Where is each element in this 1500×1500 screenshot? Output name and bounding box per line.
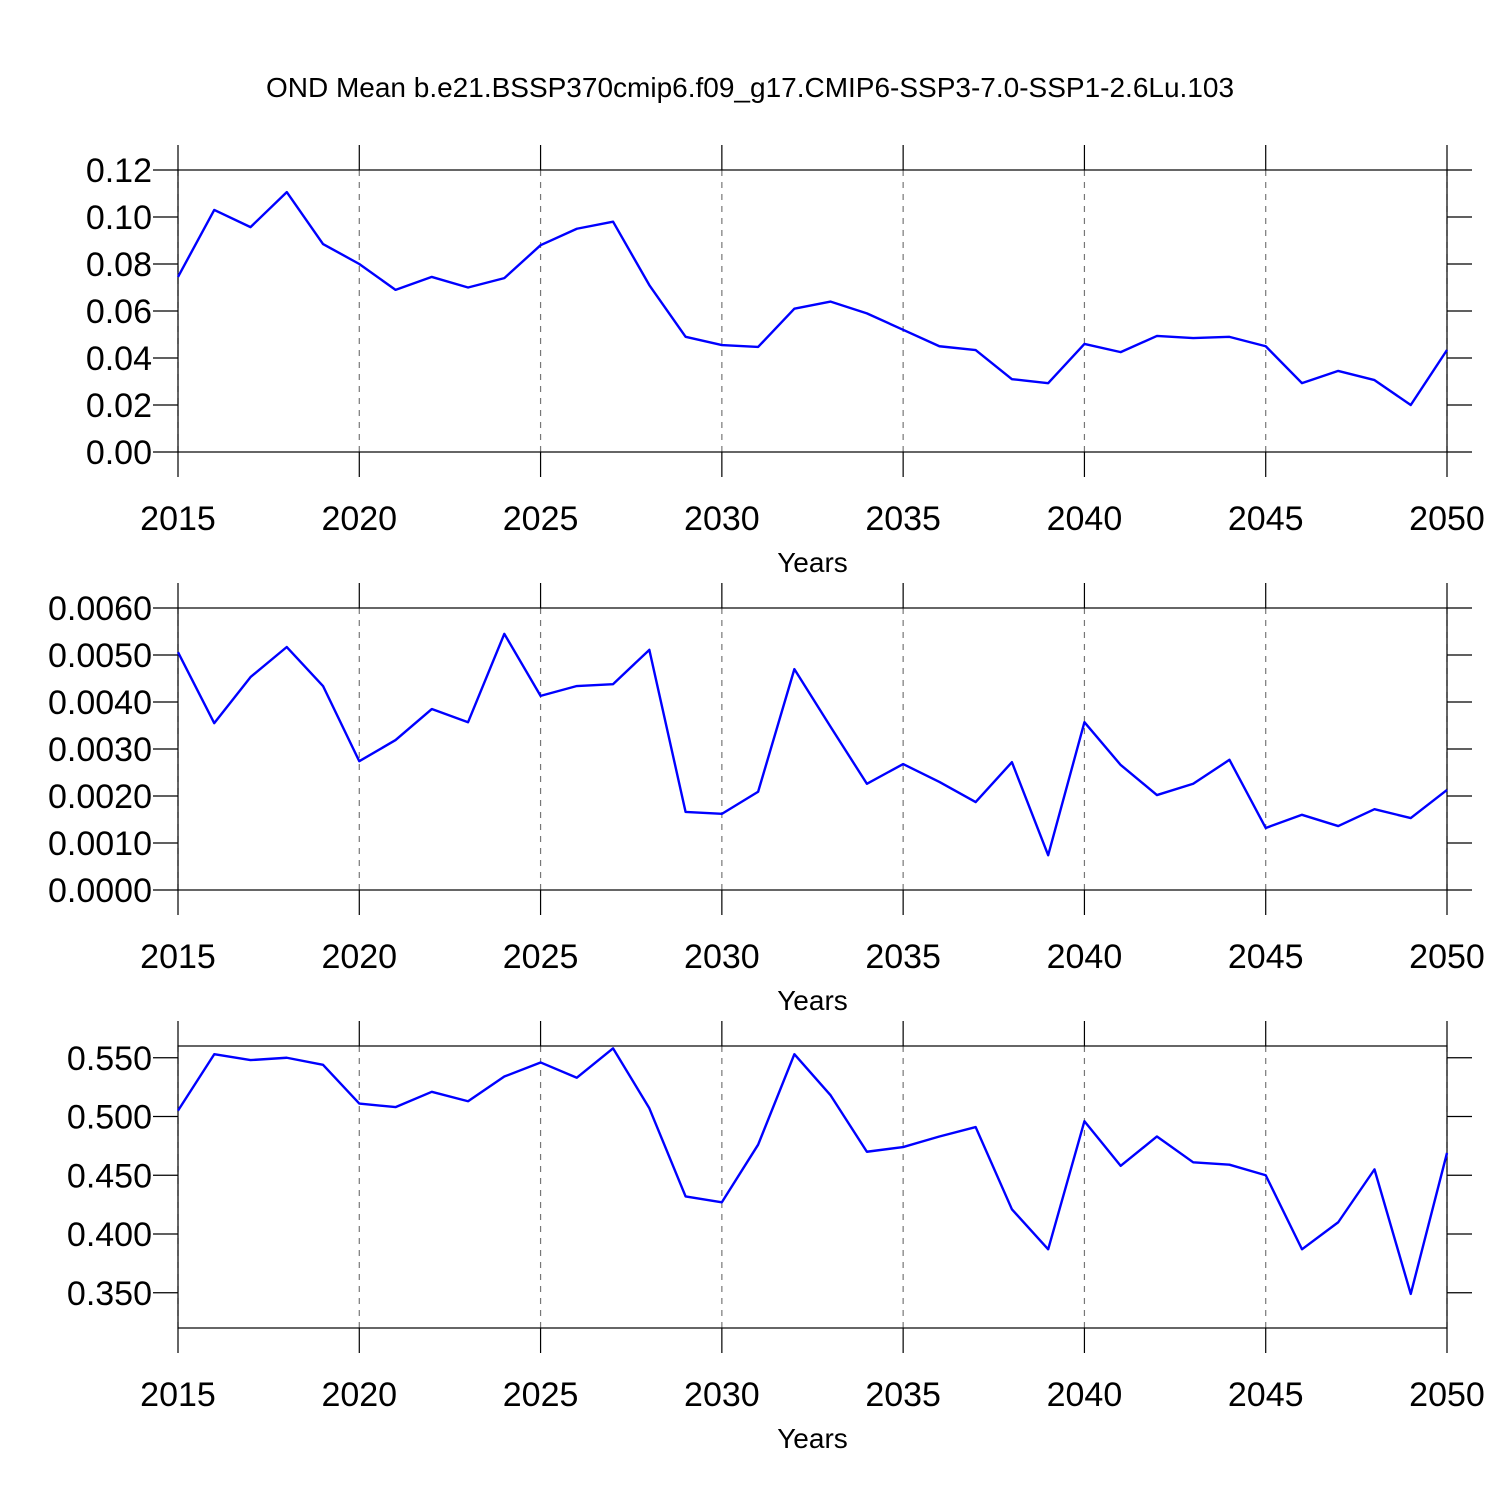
y-tick-label: 0.0030 <box>48 731 152 769</box>
x-tick-label: 2020 <box>321 500 397 538</box>
y-tick-label: 0.550 <box>67 1040 152 1078</box>
panel: 2015 2020 2025 2030 2035 2040 2045 2050 0.00 0.02… <box>14 145 1485 578</box>
y-tick-label: 0.0060 <box>48 590 152 628</box>
y-tick-label: 0.0050 <box>48 637 152 675</box>
y-tick-label: 0.12 <box>86 152 152 190</box>
y-axis-label-exponent: 2 <box>14 1038 34 1048</box>
y-axis-label: CAArch Ice Volume 1013 m3 <box>14 145 48 477</box>
y-tick-label: 0.06 <box>86 293 152 331</box>
x-tick-label: 2040 <box>1047 938 1123 976</box>
plot-frame <box>177 1045 1448 1329</box>
plot-frame <box>177 607 1448 891</box>
y-axis-label-part: m <box>18 577 48 607</box>
data-line <box>176 632 1448 857</box>
y-axis-label-exponent: 13 <box>14 607 34 627</box>
x-tick-label: 2050 <box>1409 500 1485 538</box>
y-tick-label: 0.0040 <box>48 684 152 722</box>
x-tick-label: 2035 <box>865 938 941 976</box>
y-tick-label: 0.02 <box>86 387 152 425</box>
y-tick-label: 0.10 <box>86 199 152 237</box>
y-tick-label: 0.400 <box>67 1216 152 1254</box>
x-axis-label: Years <box>777 547 848 578</box>
y-tick-label: 0.450 <box>67 1157 152 1195</box>
panel: 2015 2020 2025 2030 2035 2040 2045 2050 0.0000 0.… <box>14 567 1485 1016</box>
x-tick-label: 2015 <box>140 938 216 976</box>
x-tick-label: 2035 <box>865 1376 941 1414</box>
y-axis-label-exponent: 12 <box>14 1078 34 1098</box>
y-axis-label: CAArch Ice Area 1012 m2 <box>14 1038 48 1335</box>
y-axis-label-part: CAArch Ice Volume 10 <box>18 205 48 477</box>
x-tick-label: 2050 <box>1409 1376 1485 1414</box>
x-tick-label: 2020 <box>321 938 397 976</box>
y-tick-label: 0.350 <box>67 1275 152 1313</box>
x-tick-label: 2030 <box>684 1376 760 1414</box>
y-tick-label: 0.0000 <box>48 872 152 910</box>
y-axis-label-part: CAArch Snow Volume 10 <box>18 627 48 930</box>
x-axis-label: Years <box>777 985 848 1016</box>
x-axis-label: Years <box>777 1423 848 1454</box>
x-tick-label: 2045 <box>1228 500 1304 538</box>
y-axis-label-part: CAArch Ice Area 10 <box>18 1098 48 1335</box>
x-tick-label: 2045 <box>1228 938 1304 976</box>
x-tick-label: 2025 <box>503 938 579 976</box>
y-tick-label: 0.500 <box>67 1099 152 1137</box>
figure-title: OND Mean b.e21.BSSP370cmip6.f09_g17.CMIP… <box>266 72 1234 103</box>
y-tick-label: 0.04 <box>86 340 152 378</box>
x-tick-label: 2015 <box>140 500 216 538</box>
y-axis-label-exponent: 3 <box>14 145 34 155</box>
y-tick-label: 0.08 <box>86 246 152 284</box>
x-tick-label: 2025 <box>503 1376 579 1414</box>
y-tick-label: 0.00 <box>86 434 152 472</box>
y-axis-label: CAArch Snow Volume 1013 m3 <box>14 567 48 930</box>
y-axis-label-part: m <box>18 155 48 185</box>
x-tick-label: 2040 <box>1047 500 1123 538</box>
x-tick-label: 2020 <box>321 1376 397 1414</box>
data-line <box>176 190 1449 407</box>
y-axis-label-exponent: 3 <box>14 567 34 577</box>
x-tick-label: 2025 <box>503 500 579 538</box>
x-tick-label: 2035 <box>865 500 941 538</box>
y-axis-label-part: m <box>18 1048 48 1078</box>
x-tick-label: 2050 <box>1409 938 1485 976</box>
y-tick-label: 0.0020 <box>48 778 152 816</box>
plot-frame <box>177 169 1448 453</box>
x-tick-label: 2040 <box>1047 1376 1123 1414</box>
x-tick-label: 2030 <box>684 938 760 976</box>
x-tick-label: 2030 <box>684 500 760 538</box>
y-axis-label-exponent: 13 <box>14 185 34 205</box>
data-line <box>176 1047 1449 1296</box>
y-tick-label: 0.0010 <box>48 825 152 863</box>
x-tick-label: 2045 <box>1228 1376 1304 1414</box>
panel: 2015 2020 2025 2030 2035 2040 2045 2050 0.350 0.4… <box>14 1021 1485 1454</box>
x-tick-label: 2015 <box>140 1376 216 1414</box>
